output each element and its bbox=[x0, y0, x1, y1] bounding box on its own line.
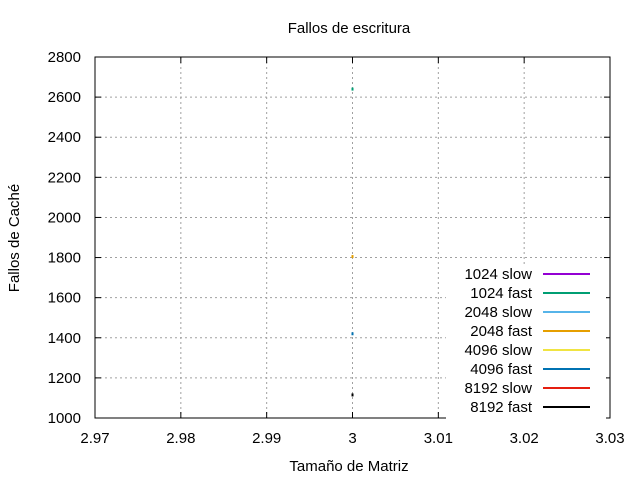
legend-label: 1024 slow bbox=[464, 266, 532, 283]
grid bbox=[95, 57, 610, 418]
y-tick-label: 2400 bbox=[48, 129, 81, 146]
legend-label: 1024 fast bbox=[470, 285, 533, 302]
y-tick-label: 2600 bbox=[48, 89, 81, 106]
ticks: 2.97 2.98 2.99 3 3.01 3.02 3.03 1000 1200 1400 160… bbox=[48, 49, 625, 447]
x-tick-label: 3.01 bbox=[424, 430, 453, 447]
legend-label: 2048 slow bbox=[464, 304, 532, 321]
y-tick-label: 1600 bbox=[48, 290, 81, 307]
legend-label: 8192 fast bbox=[470, 399, 533, 416]
chart-title: Fallos de escritura bbox=[288, 20, 411, 37]
y-tick-label: 1000 bbox=[48, 410, 81, 427]
x-tick-label: 3.03 bbox=[595, 430, 624, 447]
y-tick-label: 2000 bbox=[48, 209, 81, 226]
x-tick-label: 3.02 bbox=[510, 430, 539, 447]
x-axis-title: Tamaño de Matriz bbox=[289, 458, 408, 475]
x-tick-label: 2.98 bbox=[166, 430, 195, 447]
x-tick-label: 2.99 bbox=[252, 430, 281, 447]
legend-label: 2048 fast bbox=[470, 323, 533, 340]
y-tick-label: 1800 bbox=[48, 250, 81, 267]
x-tick-label: 2.97 bbox=[80, 430, 109, 447]
legend-background bbox=[446, 264, 606, 422]
legend-label: 4096 slow bbox=[464, 342, 532, 359]
x-tick-label: 3 bbox=[348, 430, 356, 447]
legend: 1024 slow 1024 fast 2048 slow 2048 fast 4096… bbox=[446, 264, 606, 422]
y-axis-title: Fallos de Caché bbox=[6, 184, 23, 292]
legend-label: 4096 fast bbox=[470, 361, 533, 378]
y-tick-label: 1400 bbox=[48, 330, 81, 347]
y-tick-label: 2200 bbox=[48, 169, 81, 186]
y-tick-label: 1200 bbox=[48, 370, 81, 387]
y-tick-label: 2800 bbox=[48, 49, 81, 66]
legend-label: 8192 slow bbox=[464, 380, 532, 397]
